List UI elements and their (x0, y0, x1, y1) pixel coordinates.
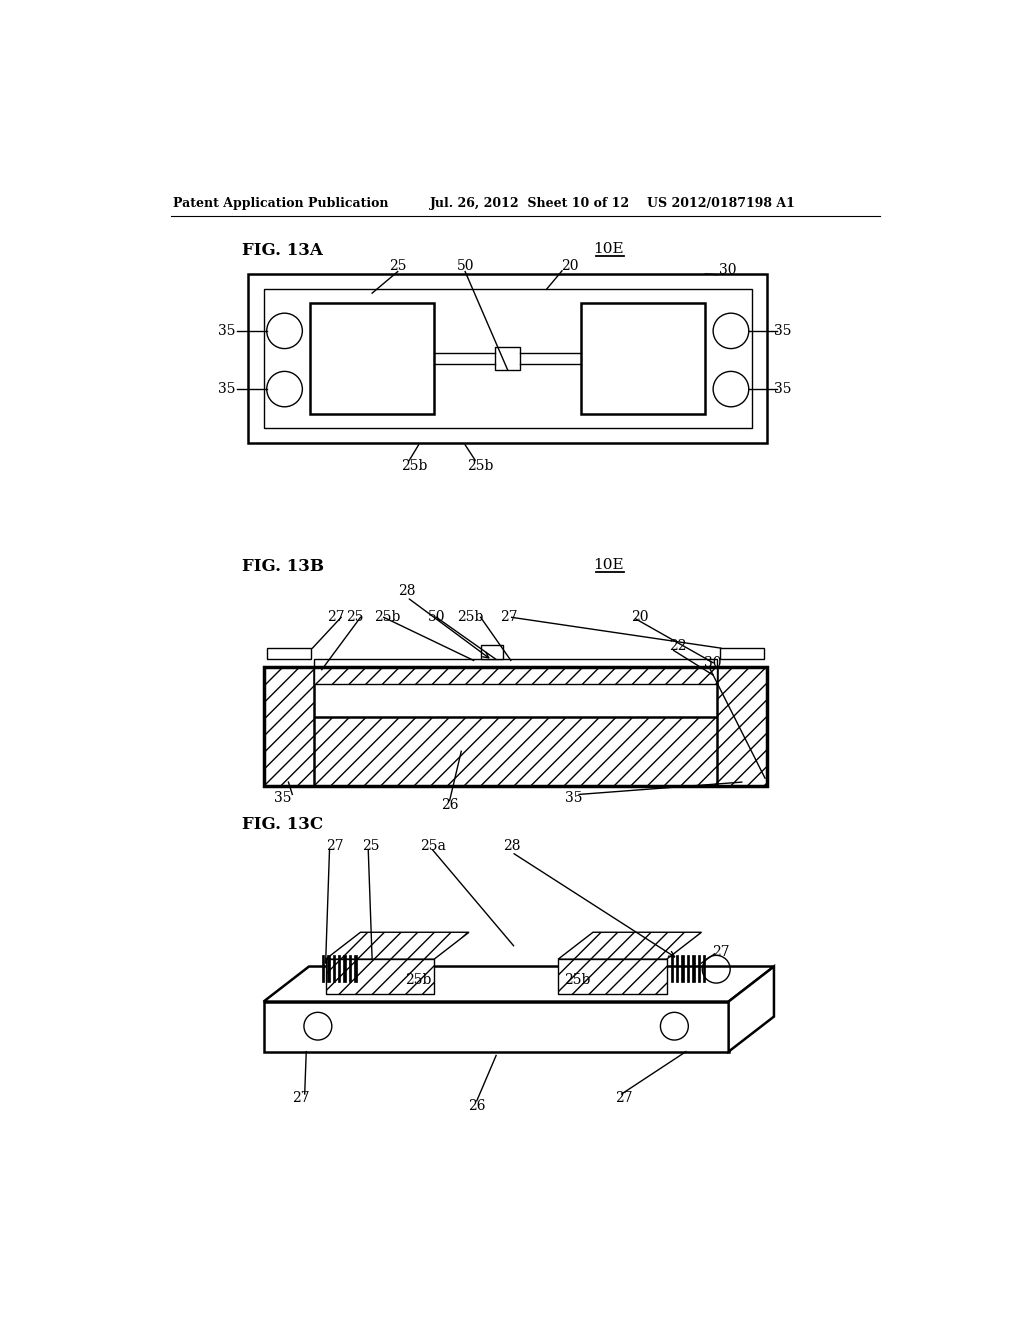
Text: 35: 35 (774, 323, 792, 338)
Polygon shape (263, 966, 774, 1002)
Bar (263, 717, 767, 785)
Bar (314, 659, 717, 667)
Text: 20: 20 (561, 259, 579, 273)
Text: 30: 30 (705, 656, 722, 669)
Text: 25: 25 (389, 259, 407, 273)
Text: 27: 27 (615, 1090, 633, 1105)
Text: 26: 26 (441, 799, 459, 812)
Polygon shape (692, 956, 694, 982)
Text: 25: 25 (346, 610, 364, 623)
Text: US 2012/0187198 A1: US 2012/0187198 A1 (647, 197, 795, 210)
Bar (263, 289, 752, 428)
Text: 50: 50 (428, 610, 445, 623)
Polygon shape (349, 956, 351, 982)
Text: 25b: 25b (401, 459, 428, 474)
Polygon shape (263, 1002, 729, 1052)
Polygon shape (729, 966, 774, 1052)
Bar (720, 648, 764, 659)
Text: 25b: 25b (564, 973, 591, 987)
Text: FIG. 13C: FIG. 13C (242, 816, 323, 833)
Text: 10E: 10E (593, 243, 624, 256)
Polygon shape (697, 956, 700, 982)
Text: 25: 25 (361, 840, 379, 853)
Text: FIG. 13B: FIG. 13B (242, 558, 324, 576)
Polygon shape (687, 956, 689, 982)
Text: 10E: 10E (593, 558, 624, 572)
Polygon shape (333, 956, 335, 982)
Text: 28: 28 (503, 840, 520, 853)
Polygon shape (326, 932, 469, 960)
Bar (266, 648, 311, 659)
Text: 22: 22 (670, 639, 687, 653)
Text: 35: 35 (218, 381, 236, 396)
Text: Patent Application Publication: Patent Application Publication (173, 197, 388, 210)
Polygon shape (671, 956, 673, 982)
Polygon shape (676, 956, 678, 982)
Text: 26: 26 (468, 1098, 485, 1113)
Text: 30: 30 (719, 263, 736, 277)
Bar (263, 667, 314, 785)
Bar (481, 645, 503, 659)
Text: 27: 27 (501, 610, 518, 623)
Polygon shape (338, 956, 340, 982)
Polygon shape (558, 960, 667, 994)
Text: 35: 35 (274, 791, 292, 804)
Text: 27: 27 (292, 1090, 309, 1105)
Polygon shape (558, 932, 701, 960)
Bar (582, 304, 706, 414)
Text: 25a: 25a (420, 840, 445, 853)
Polygon shape (322, 956, 324, 982)
Bar (496, 347, 520, 370)
Bar (263, 667, 767, 785)
Text: 28: 28 (398, 585, 416, 598)
Polygon shape (328, 956, 330, 982)
Bar (717, 667, 767, 785)
Text: 35: 35 (774, 381, 792, 396)
Text: 25b: 25b (458, 610, 483, 623)
Polygon shape (343, 956, 346, 982)
Bar (314, 667, 717, 684)
Bar (310, 304, 434, 414)
Text: 25b: 25b (467, 459, 494, 474)
Polygon shape (326, 960, 434, 994)
Text: 50: 50 (457, 259, 474, 273)
Text: 27: 27 (327, 610, 344, 623)
Text: FIG. 13A: FIG. 13A (242, 243, 323, 259)
Text: 20: 20 (631, 610, 648, 623)
Bar (248, 275, 767, 444)
Text: 35: 35 (218, 323, 236, 338)
Polygon shape (703, 956, 706, 982)
Text: 25b: 25b (375, 610, 400, 623)
Text: 27: 27 (326, 840, 344, 853)
Text: Jul. 26, 2012  Sheet 10 of 12: Jul. 26, 2012 Sheet 10 of 12 (430, 197, 631, 210)
Polygon shape (681, 956, 684, 982)
Text: 35: 35 (565, 791, 583, 804)
Text: 27: 27 (712, 945, 730, 958)
Polygon shape (354, 956, 356, 982)
Text: 25b: 25b (406, 973, 432, 987)
